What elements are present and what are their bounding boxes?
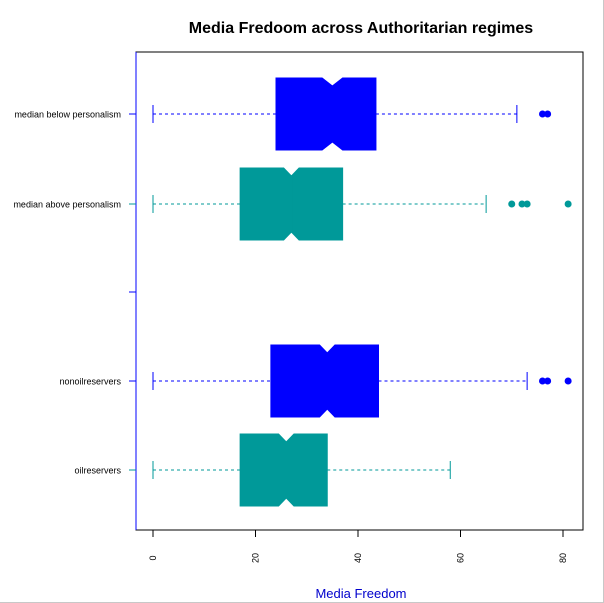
outlier-point: [544, 110, 552, 118]
outlier-point: [544, 377, 552, 385]
box-group: [152, 167, 572, 241]
x-axis: 0 20 40 60 80: [148, 530, 568, 563]
x-tick-label: 80: [558, 553, 568, 563]
outlier-point: [518, 200, 526, 208]
chart-title: Media Fredoom across Authoritarian regim…: [189, 20, 533, 37]
outlier-point: [564, 377, 572, 385]
x-axis-label: Media Freedom: [315, 586, 406, 601]
box-group: [152, 433, 451, 507]
y-tick-label: median below personalism: [14, 110, 121, 120]
x-tick-label: 0: [148, 555, 158, 560]
x-tick-label: 40: [353, 553, 363, 563]
y-tick-label: oilreservers: [74, 466, 121, 476]
box-group: [152, 344, 572, 418]
x-tick-label: 60: [456, 553, 466, 563]
notched-box: [239, 433, 328, 507]
notched-box: [270, 344, 379, 418]
y-axis: median below personalism median above per…: [13, 52, 137, 530]
x-tick-label: 20: [251, 553, 261, 563]
outlier-point: [539, 377, 546, 385]
box-groups: [152, 77, 572, 507]
outlier-point: [508, 200, 516, 208]
outlier-point: [564, 200, 572, 208]
y-tick-label: median above personalism: [13, 200, 121, 210]
y-tick-label: nonoilreservers: [59, 377, 121, 387]
notched-box: [275, 77, 377, 151]
outlier-point: [539, 110, 546, 118]
outlier-point: [523, 200, 531, 208]
box-group: [152, 77, 552, 151]
